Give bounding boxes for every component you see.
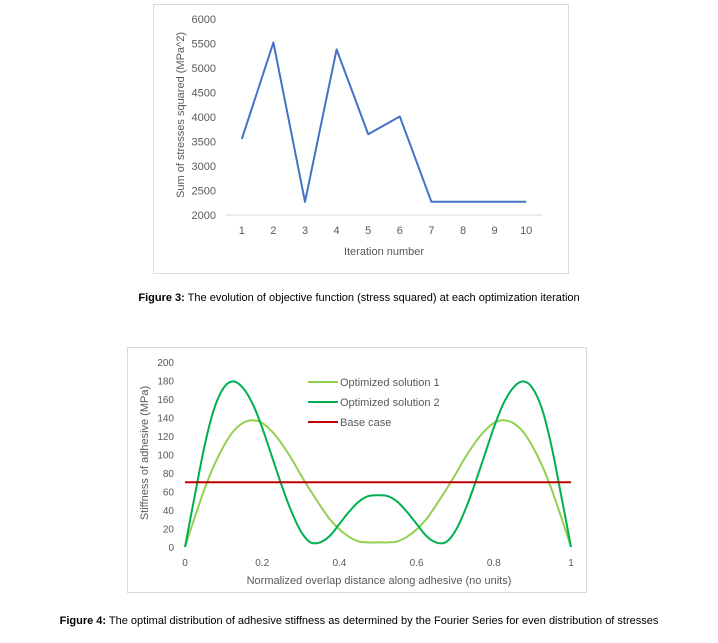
y-tick-label: 140 bbox=[157, 414, 174, 425]
x-tick-label: 0.4 bbox=[332, 558, 346, 569]
figure-4-caption-label: Figure 4: bbox=[59, 615, 107, 627]
x-tick-label: 9 bbox=[492, 225, 498, 237]
figure-3-chart-frame: 2000 2500 3000 3500 4000 4500 5000 5500 6000 1 2 3… bbox=[153, 4, 569, 274]
y-axis-label: Sum of stresses squared (MPa^2) bbox=[175, 32, 187, 198]
y-tick-label: 180 bbox=[157, 377, 174, 388]
y-tick-label: 4500 bbox=[192, 88, 216, 100]
objective-function-line bbox=[240, 41, 527, 203]
figure-3-caption: Figure 3: The evolution of objective fun… bbox=[0, 292, 718, 304]
x-tick-label: 1 bbox=[239, 225, 245, 237]
y-tick-label: 20 bbox=[163, 525, 175, 536]
x-axis-label: Iteration number bbox=[344, 246, 424, 258]
figure-3-caption-label: Figure 3: bbox=[138, 292, 185, 304]
x-tick-label: 10 bbox=[520, 225, 532, 237]
x-tick-label: 1 bbox=[568, 558, 574, 569]
y-axis-label: Stiffness of adhesive (MPa) bbox=[139, 386, 151, 520]
y-tick-label: 4000 bbox=[192, 112, 216, 124]
figure-4-chart-frame: 0 20 40 60 80 100 120 140 160 180 200 0 0.2 0.4 0.6 0.… bbox=[127, 347, 587, 593]
y-tick-label: 160 bbox=[157, 395, 174, 406]
x-tick-label: 8 bbox=[460, 225, 466, 237]
y-tick-label: 2500 bbox=[192, 186, 216, 198]
y-tick-label: 6000 bbox=[192, 14, 216, 26]
x-tick-label: 4 bbox=[334, 225, 340, 237]
x-tick-label: 6 bbox=[397, 225, 403, 237]
x-tick-label: 5 bbox=[365, 225, 371, 237]
y-tick-label: 3000 bbox=[192, 161, 216, 173]
figure-3-caption-text: The evolution of objective function (str… bbox=[184, 292, 580, 304]
legend-label-base-case: Base case bbox=[340, 417, 391, 429]
x-tick-label: 2 bbox=[270, 225, 276, 237]
y-tick-label: 40 bbox=[163, 506, 175, 517]
legend: Optimized solution 1 Optimized solution 2… bbox=[308, 377, 440, 429]
y-tick-label: 3500 bbox=[192, 137, 216, 149]
series-line-optimized-solution-2 bbox=[184, 380, 572, 548]
x-tick-label: 0.2 bbox=[255, 558, 269, 569]
x-axis-label: Normalized overlap distance along adhesi… bbox=[247, 575, 512, 587]
y-tick-label: 120 bbox=[157, 432, 174, 443]
x-tick-label: 0.6 bbox=[410, 558, 424, 569]
series-line-optimized-solution-1 bbox=[184, 419, 572, 548]
figure-4-chart: 0 20 40 60 80 100 120 140 160 180 200 0 0.2 0.4 0.6 0.… bbox=[139, 358, 574, 587]
x-tick-label: 0 bbox=[182, 558, 188, 569]
y-tick-label: 100 bbox=[157, 451, 174, 462]
y-tick-label: 5000 bbox=[192, 63, 216, 75]
x-tick-label: 3 bbox=[302, 225, 308, 237]
legend-label-optimized-solution-1: Optimized solution 1 bbox=[340, 377, 440, 389]
y-tick-label: 5500 bbox=[192, 39, 216, 51]
figure-3-chart: 2000 2500 3000 3500 4000 4500 5000 5500 6000 1 2 3… bbox=[175, 14, 542, 258]
y-tick-label: 60 bbox=[163, 488, 175, 499]
figure-4-caption-text: The optimal distribution of adhesive sti… bbox=[106, 615, 659, 627]
y-tick-label: 80 bbox=[163, 469, 175, 480]
y-tick-label: 200 bbox=[157, 358, 174, 369]
y-tick-label: 0 bbox=[168, 543, 174, 554]
y-tick-label: 2000 bbox=[192, 210, 216, 222]
figure-4-caption: Figure 4: The optimal distribution of ad… bbox=[0, 615, 718, 627]
x-tick-label: 0.8 bbox=[487, 558, 501, 569]
x-tick-label: 7 bbox=[428, 225, 434, 237]
legend-label-optimized-solution-2: Optimized solution 2 bbox=[340, 397, 440, 409]
